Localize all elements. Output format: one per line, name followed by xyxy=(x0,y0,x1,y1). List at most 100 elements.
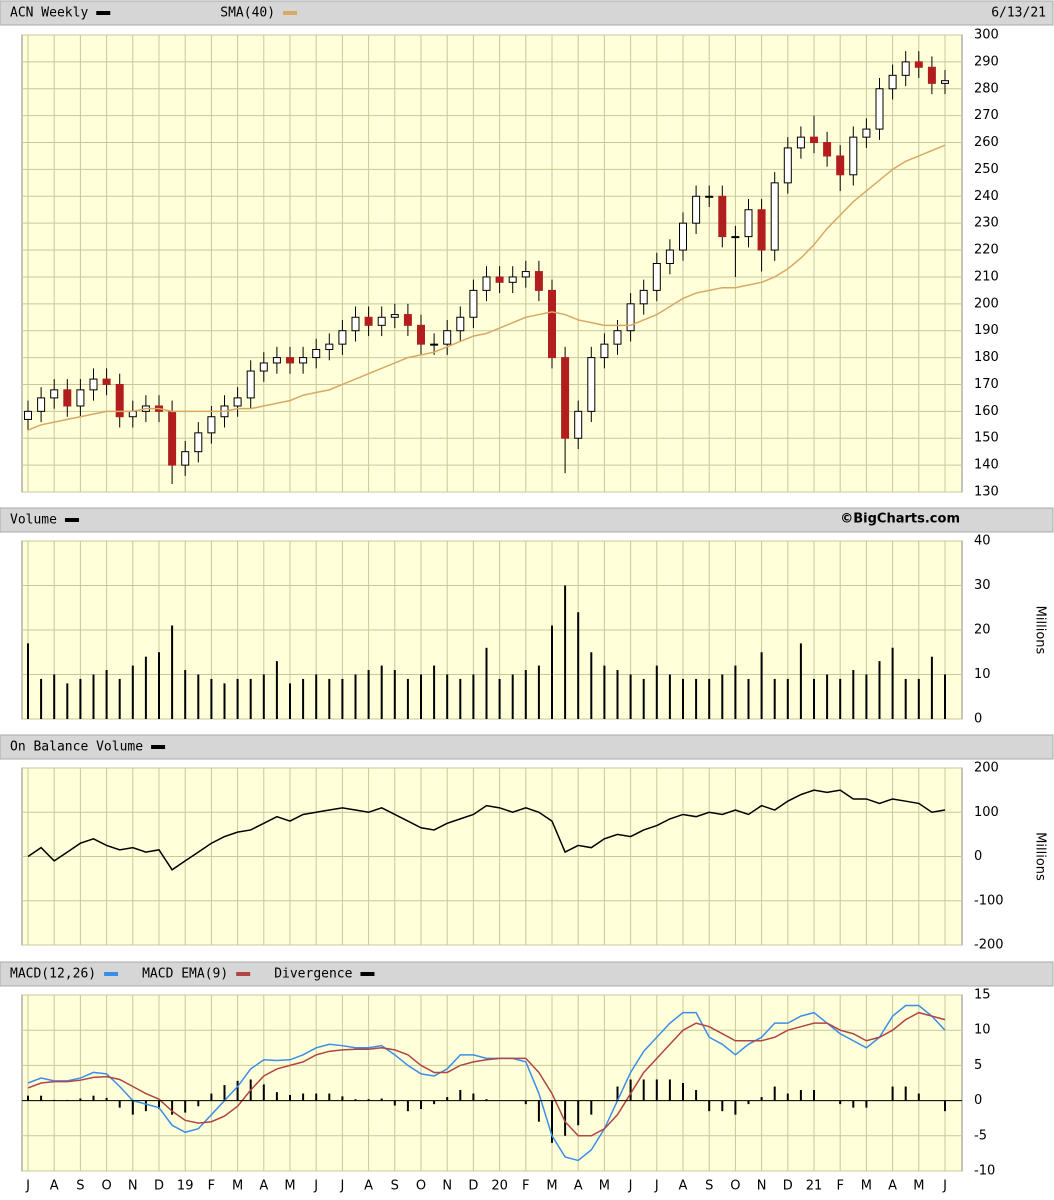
x-tick-label: J xyxy=(654,1179,659,1194)
y-tick-label: 10 xyxy=(974,667,991,682)
candle-body xyxy=(312,349,321,359)
y-tick-label: 10 xyxy=(974,1023,991,1038)
candle-body xyxy=(207,416,216,434)
x-tick-label: F xyxy=(522,1179,529,1194)
x-tick-label: N xyxy=(757,1179,767,1194)
x-tick-label: M xyxy=(284,1179,295,1194)
y-tick-label: 280 xyxy=(974,81,999,96)
candle-body xyxy=(194,432,203,453)
sma-line xyxy=(27,144,946,431)
x-tick-label: A xyxy=(364,1179,373,1194)
obv-line xyxy=(27,789,946,871)
y-tick-label: 240 xyxy=(974,189,999,204)
legend-label: Divergence xyxy=(274,967,352,982)
x-tick-label: A xyxy=(574,1179,583,1194)
candle-body xyxy=(626,303,635,332)
y-tick-label: 250 xyxy=(974,162,999,177)
x-tick-label: J xyxy=(25,1179,30,1194)
candle-body xyxy=(482,276,491,291)
candle-body xyxy=(796,136,805,149)
y-tick-label: 160 xyxy=(974,404,999,419)
candle-body xyxy=(521,271,530,278)
x-tick-label: S xyxy=(705,1179,713,1194)
macd-line xyxy=(27,1011,946,1137)
x-tick-label: D xyxy=(468,1179,478,1194)
y-tick-label: 270 xyxy=(974,108,999,123)
candle-body xyxy=(862,128,871,138)
candle-body xyxy=(37,397,46,412)
plot-area xyxy=(21,994,963,1172)
candle-body xyxy=(823,142,832,157)
candle-body xyxy=(534,271,543,291)
candle-body xyxy=(24,410,32,420)
date-label: 6/13/21 xyxy=(991,6,1046,21)
y-tick-label: 290 xyxy=(974,54,999,69)
candle-body xyxy=(718,195,727,238)
y-axis-label: Millions xyxy=(1033,606,1048,655)
candle-body xyxy=(89,378,98,391)
legend-label: Volume xyxy=(10,513,57,528)
y-tick-label: 130 xyxy=(974,485,999,500)
candle-body xyxy=(168,410,177,466)
x-tick-label: N xyxy=(128,1179,138,1194)
y-tick-label: -200 xyxy=(974,938,1004,953)
x-tick-label: 19 xyxy=(177,1179,194,1194)
x-tick-label: M xyxy=(599,1179,610,1194)
candle-body xyxy=(443,330,452,345)
panel-header xyxy=(0,507,1054,533)
candle-body xyxy=(377,316,386,326)
y-tick-label: 170 xyxy=(974,377,999,392)
candle-body xyxy=(810,136,818,144)
x-tick-label: J xyxy=(942,1179,947,1194)
candle-body xyxy=(875,88,884,130)
legend-label: SMA(40) xyxy=(220,6,275,21)
y-tick-label: 190 xyxy=(974,323,999,338)
candle-body xyxy=(639,289,648,305)
x-tick-label: J xyxy=(339,1179,344,1194)
y-tick-label: -100 xyxy=(974,893,1004,908)
y-tick-label: 230 xyxy=(974,216,999,231)
candle-body xyxy=(181,451,190,466)
y-tick-label: -5 xyxy=(974,1128,987,1143)
x-tick-label: A xyxy=(50,1179,59,1194)
legend-label: ACN Weekly xyxy=(10,6,88,21)
y-tick-label: 100 xyxy=(974,805,999,820)
y-tick-label: 220 xyxy=(974,243,999,258)
legend-label: MACD(12,26) xyxy=(10,967,96,982)
x-tick-label: J xyxy=(313,1179,318,1194)
x-tick-label: A xyxy=(888,1179,897,1194)
x-tick-label: A xyxy=(679,1179,688,1194)
y-axis-label: Millions xyxy=(1033,832,1048,881)
candle-body xyxy=(272,357,281,364)
candle-body xyxy=(665,249,674,264)
candle-body xyxy=(679,222,687,251)
y-tick-label: 0 xyxy=(974,1093,982,1108)
y-tick-label: 20 xyxy=(974,623,991,638)
x-tick-label: M xyxy=(913,1179,924,1194)
y-tick-label: 260 xyxy=(974,135,999,150)
candle-body xyxy=(731,236,740,239)
y-tick-label: 140 xyxy=(974,458,999,473)
candle-body xyxy=(417,324,425,345)
y-tick-label: 200 xyxy=(974,296,999,311)
x-tick-label: O xyxy=(730,1179,740,1194)
panel-header xyxy=(0,961,1054,987)
candle-body xyxy=(102,378,111,385)
x-tick-label: D xyxy=(783,1179,793,1194)
candle-body xyxy=(901,61,910,76)
candle-body xyxy=(574,410,583,439)
x-tick-label: J xyxy=(628,1179,633,1194)
candle-body xyxy=(233,397,242,407)
candle-body xyxy=(652,263,661,291)
y-tick-label: 0 xyxy=(974,849,982,864)
x-tick-label: S xyxy=(76,1179,84,1194)
candle-body xyxy=(508,276,517,283)
y-tick-label: 30 xyxy=(974,578,991,593)
candle-body xyxy=(286,357,294,364)
candle-body xyxy=(757,209,766,251)
candle-body xyxy=(259,362,268,372)
macd-line xyxy=(27,1004,946,1162)
x-tick-label: M xyxy=(232,1179,243,1194)
candle-body xyxy=(390,314,399,318)
